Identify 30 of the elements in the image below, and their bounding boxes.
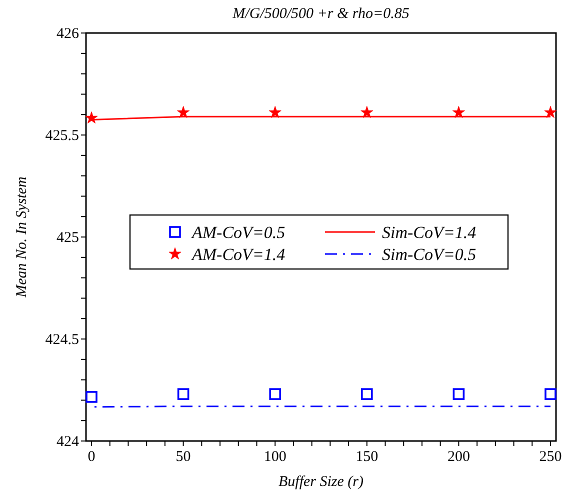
y-tick-label: 425 (56, 230, 79, 246)
x-axis-title: Buffer Size (r) (278, 474, 364, 490)
point (452, 388, 465, 400)
x-tick-label: 200 (447, 449, 470, 465)
point (177, 388, 190, 400)
point (544, 388, 556, 400)
legend-label: AM-CoV=0.5 (191, 223, 286, 242)
legend-label: AM-CoV=1.4 (191, 245, 286, 264)
x-tick-label: 0 (88, 449, 96, 465)
legend-label: Sim-CoV=0.5 (382, 245, 476, 264)
point (544, 106, 557, 118)
point (268, 106, 282, 118)
point (177, 106, 190, 118)
y-tick-label: 425.5 (45, 128, 79, 144)
x-tick-label: 100 (264, 449, 286, 465)
chart-title: M/G/500/500 +r & rho=0.85 (232, 6, 410, 22)
point (361, 388, 373, 400)
x-tick-label: 50 (176, 449, 191, 465)
y-tick-label: 424.5 (45, 332, 79, 348)
point (85, 111, 98, 124)
point (86, 391, 98, 403)
x-tick-label: 150 (356, 449, 378, 465)
x-tick-label: 250 (539, 449, 562, 465)
point (269, 388, 281, 400)
y-tick-label: 424 (56, 434, 80, 450)
point (360, 106, 374, 118)
legend-label: Sim-CoV=1.4 (382, 223, 477, 242)
y-axis-title: Mean No. In System (14, 176, 30, 298)
y-tick-label: 426 (56, 26, 80, 42)
point (452, 106, 465, 118)
